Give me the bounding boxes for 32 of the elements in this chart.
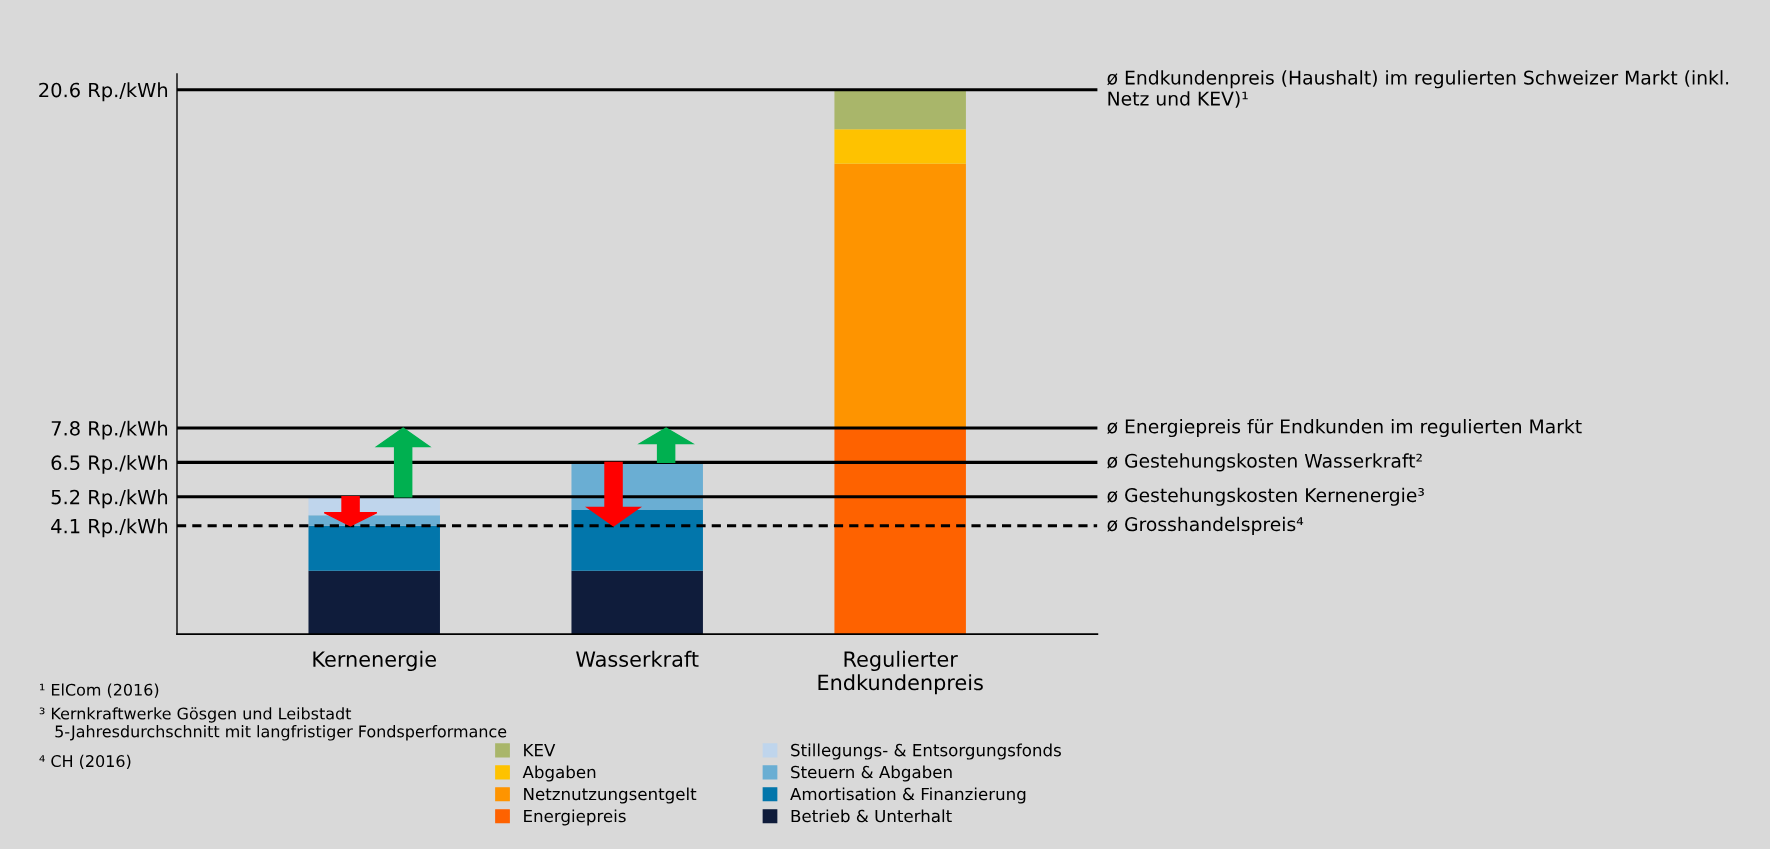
bar	[308, 570, 440, 635]
legend-label: Stillegungs- & Entsorgungsfonds	[791, 743, 1061, 760]
legend-label: Betrieb & Unterhalt	[791, 809, 952, 823]
legend-label: Energiepreis	[524, 809, 626, 826]
ref-line-label: ø Gestehungskosten Wasserkraft²	[1107, 453, 1422, 472]
y-tick-label: 4.1 Rp./kWh	[51, 518, 168, 538]
y-tick-label: 6.5 Rp./kWh	[51, 455, 168, 474]
y-tick-label: 7.8 Rp./kWh	[51, 420, 168, 440]
bar	[308, 525, 440, 571]
legend-label: Amortisation & Finanzierung	[790, 787, 1026, 804]
ref-line-label: ø Grosshandelspreis⁴	[1107, 516, 1304, 535]
bar	[571, 509, 703, 571]
x-tick-label: Kernenergie	[313, 650, 436, 672]
bar	[571, 570, 703, 635]
x-tick-label: Wasserkraft	[576, 650, 699, 667]
text: ³ Kernkraftwerke Gösgen und Leibstadt 5-Jahresdurchschnitt mit langfristiger Fondsperformance	[39, 707, 507, 741]
ref-line-label: ø Gestehungskosten Kernenergie³	[1107, 487, 1424, 506]
ref-line-label: ø Energiepreis für Endkunden im regulierten Markt	[1107, 418, 1582, 438]
legend-label: Abgaben	[522, 765, 596, 782]
bar	[834, 163, 966, 429]
bar	[834, 428, 966, 635]
legend-label: KEV	[524, 744, 556, 757]
text: ⁴ CH (2016)	[39, 754, 131, 769]
bar	[834, 129, 966, 164]
text: ¹ ElCom (2016)	[40, 683, 159, 698]
legend-label: Netznutzungsentgelt	[524, 787, 697, 804]
y-tick-label: 5.2 Rp./kWh	[51, 489, 168, 509]
ref-line-label: ø Endkundenpreis (Haushalt) im regulierten Schweizer Markt (inkl. Netz und KEV)¹	[1107, 70, 1729, 108]
y-tick-label: 20.6 Rp./kWh	[39, 82, 168, 102]
x-tick-label: Regulierter Endkundenpreis	[818, 650, 983, 695]
bar	[834, 89, 966, 130]
legend-label: Steuern & Abgaben	[791, 765, 952, 782]
